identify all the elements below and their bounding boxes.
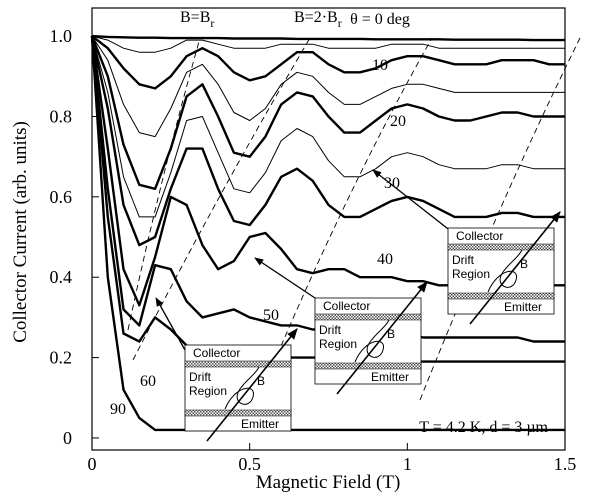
curve-label: 90 (110, 401, 126, 418)
y-tick-label: 0.8 (50, 106, 73, 126)
trajectory (224, 366, 260, 410)
curve (91, 35, 565, 218)
curve (90, 35, 565, 190)
drift-label: Drift (319, 323, 342, 337)
curve (91, 35, 565, 53)
collector-label: Collector (456, 229, 503, 243)
y-tick-label: 0 (63, 428, 72, 448)
collector-layer (447, 243, 555, 251)
y-axis-title: Collector Current (arb. units) (10, 121, 31, 343)
x-tick-label: 1 (403, 454, 412, 474)
emitter-layer (447, 292, 555, 300)
field-arrow (336, 281, 428, 395)
conditions: T = 4.2 K, d = 3 µm (419, 419, 548, 436)
curve-label: 30 (384, 175, 400, 192)
drift-label: Drift (452, 253, 475, 267)
curve-label: 10 (372, 57, 388, 74)
resonance-subscript: r (338, 16, 342, 30)
field-arrow (469, 211, 561, 325)
collector-label: Collector (323, 299, 370, 313)
emitter-label: Emitter (371, 370, 409, 384)
pointers (155, 169, 453, 351)
dashed-line (132, 37, 311, 361)
collector-layer (184, 360, 292, 368)
x-axis-title: Magnetic Field (T) (256, 472, 401, 493)
trajectory (354, 319, 390, 363)
curve (90, 36, 565, 432)
y-tick-label: 0.2 (50, 348, 73, 368)
field-label: B (387, 327, 395, 341)
collector-layer (314, 313, 422, 321)
curve-label: 50 (263, 307, 279, 324)
curve-label: 60 (140, 373, 156, 390)
collector-label: Collector (193, 346, 240, 360)
emitter-label: Emitter (504, 300, 542, 314)
curve (90, 35, 565, 247)
field-arrow (206, 328, 298, 442)
y-tick-label: 1.0 (50, 26, 73, 46)
plot-frame (91, 7, 566, 451)
region-label: Region (319, 337, 357, 351)
resonance-text: B=B (180, 9, 210, 26)
emitter-label: Emitter (241, 417, 279, 431)
y-tick-label: 0.6 (50, 187, 73, 207)
inset: Collector Drift Region Emitter B (447, 211, 561, 325)
curve (91, 35, 565, 90)
pointer-arrow (254, 257, 319, 301)
trajectory (487, 249, 523, 293)
x-tick-label: 1.5 (554, 454, 577, 474)
region-label: Region (189, 384, 227, 398)
inset: Collector Drift Region Emitter B (184, 328, 298, 442)
curve-label: 20 (390, 113, 406, 130)
inset: Collector Drift Region Emitter B (314, 281, 428, 395)
curve (91, 35, 565, 138)
pointer-arrow (155, 297, 186, 351)
resonance-subscript: r (210, 16, 214, 30)
emitter-layer (184, 409, 292, 417)
field-label: B (520, 257, 528, 271)
region-label: Region (452, 267, 490, 281)
emitter-layer (314, 362, 422, 370)
y-tick-label: 0.4 (50, 267, 73, 287)
curve (91, 34, 565, 42)
x-tick-label: 0.5 (238, 454, 261, 474)
drift-label: Drift (189, 370, 212, 384)
curve-label: θ = 0 deg (350, 11, 410, 28)
field-label: B (257, 374, 265, 388)
resonance-text: B=2·B (294, 9, 338, 26)
x-tick-label: 0 (88, 454, 97, 474)
pointer-arrow (372, 169, 453, 233)
resonance-label: B=Br (180, 9, 214, 30)
curve-label: 40 (377, 251, 393, 268)
dashed-line (127, 37, 201, 331)
resonance-label: B=2·Br (294, 9, 342, 30)
